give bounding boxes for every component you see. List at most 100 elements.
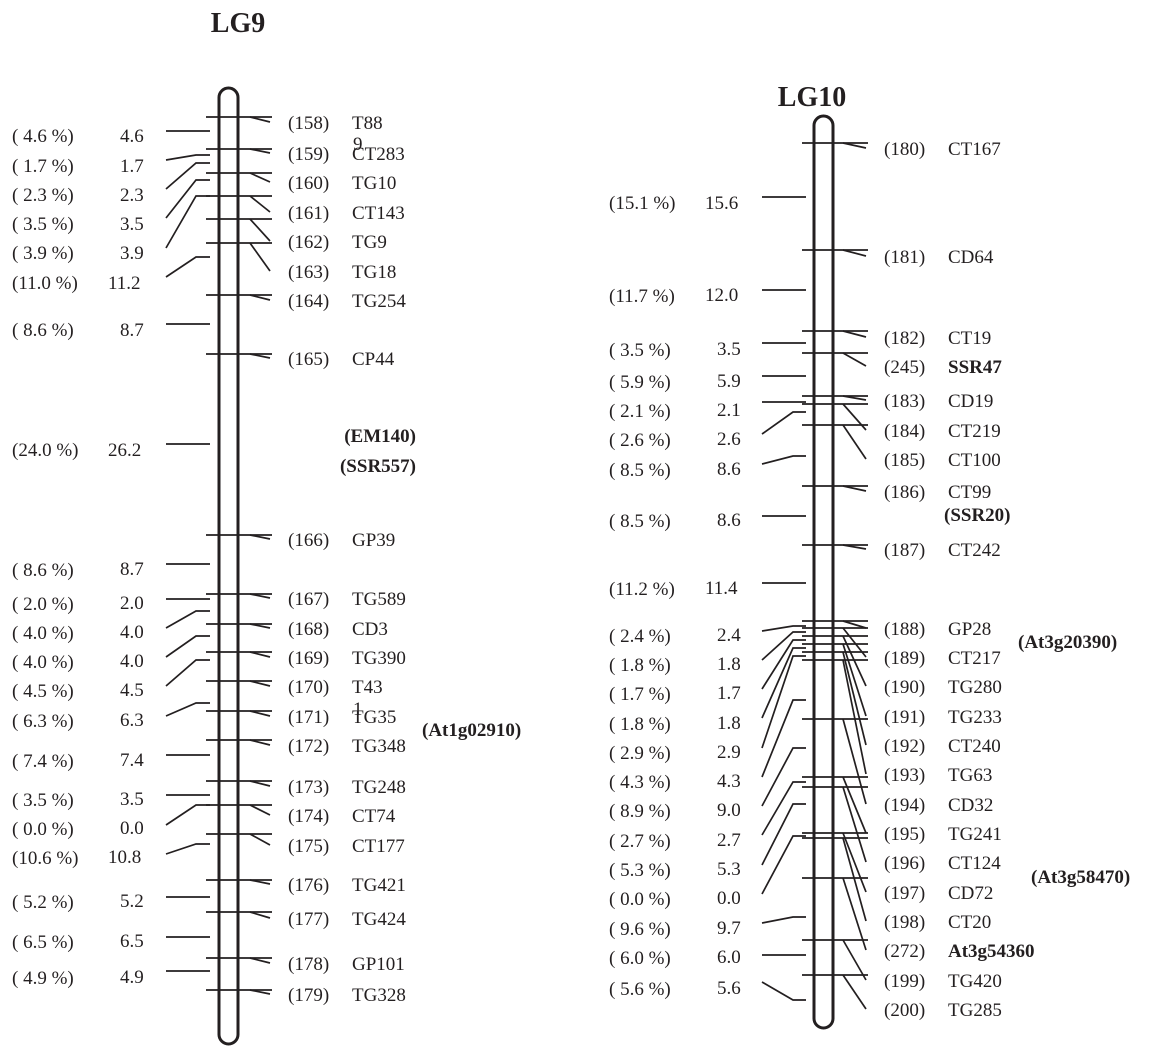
lg10-marker-number: (193) [884,765,925,786]
lg9-marker-number: (171) [288,707,329,728]
lg9-marker-name: TG390 [352,648,406,669]
lg9-interval-tick [165,256,210,278]
lg10-marker-number: (200) [884,1000,925,1021]
lg9-interval-dist: 7.4 [120,750,144,771]
lg10-marker-number: (189) [884,648,925,669]
lg9-connector-line [249,680,271,687]
lg10-interval-pct: ( 0.0 %) [609,889,671,910]
lg9-annotation-at1g02910: (At1g02910) [422,720,521,741]
lg10-interval-pct: ( 5.3 %) [609,860,671,881]
lg10-interval-dist: 5.9 [717,371,741,392]
lg9-interval-dist: 2.0 [120,593,144,614]
lg10-interval-pct: ( 6.0 %) [609,948,671,969]
lg10-interval-dist: 1.7 [717,683,741,704]
lg10-marker-name: CT124 [948,853,1001,874]
lg10-interval-pct: ( 4.3 %) [609,772,671,793]
lg9-title: LG9 [211,8,265,39]
lg9-connector-line [249,534,271,540]
lg9-marker-name: TG589 [352,589,406,610]
lg10-marker-number: (188) [884,619,925,640]
lg9-marker-name: GP101 [352,954,405,975]
lg10-interval-tick [761,699,806,778]
lg10-interval-dist: 6.0 [717,947,741,968]
lg9-interval-dist: 3.9 [120,243,144,264]
lg9-interval-pct: (10.6 %) [12,848,78,869]
lg9-marker-name: CP44 [352,349,395,370]
lg9-interval-tick [165,843,210,855]
lg10-connector-line [842,877,867,951]
lg9-marker-name: TG18 [352,262,396,283]
lg9-interval-dist: 4.0 [120,651,144,672]
lg10-marker-name: SSR47 [948,357,1002,378]
lg10-marker-name: TG285 [948,1000,1002,1021]
lg9-marker-number: (168) [288,619,329,640]
lg10-marker-name: CD19 [948,391,993,412]
lg9-interval-pct: ( 0.0 %) [12,819,74,840]
lg10-marker-number: (272) [884,941,925,962]
lg10-interval-dist: 11.4 [705,578,738,599]
lg10-interval-pct: ( 2.7 %) [609,831,671,852]
lg10-annotation-at3g20390: (At3g20390) [1018,632,1117,653]
lg9-interval-ticks [165,130,210,972]
lg9-stray-mark: 1 [353,699,363,720]
lg10-marker-name: CT242 [948,540,1001,561]
lg10-connector-line [842,142,867,149]
lg10-marker-number: (190) [884,677,925,698]
lg9-marker-name: CD3 [352,619,388,640]
lg10-connector-line [842,939,867,981]
lg9-marker-name: TG10 [352,173,396,194]
lg9-interval-dist: 3.5 [120,214,144,235]
lg9-annotation-ssr557: (SSR557) [340,456,416,477]
lg9-interval-pct: ( 2.0 %) [12,594,74,615]
lg9-connector-line [249,879,271,885]
lg9-marker-number: (165) [288,349,329,370]
lg10-marker-name: GP28 [948,619,991,640]
lg10-interval-pct: ( 2.4 %) [609,626,671,647]
lg10-connector-line [842,635,867,687]
lg9-connector-line [249,623,271,629]
lg10-interval-dist: 9.7 [717,918,741,939]
lg10-marker-name: CD64 [948,247,994,268]
lg10-marker-number: (185) [884,450,925,471]
lg9-interval-dist: 2.3 [120,185,144,206]
lg10-marker-name: CD72 [948,883,993,904]
lg9-marker-number: (167) [288,589,329,610]
lg10-interval-dist: 12.0 [705,285,738,306]
lg10-connector-line [842,659,867,775]
lg9-interval-tick [165,702,210,717]
lg10-label-connectors [842,142,867,1010]
lg10-marker-number: (197) [884,883,925,904]
lg9-marker-number: (161) [288,203,329,224]
lg10-interval-tick [761,631,806,661]
lg10-connector-line [842,620,867,629]
lg10-marker-name: TG280 [948,677,1002,698]
lg9-marker-number: (159) [288,144,329,165]
lg10-connector-line [842,786,867,863]
lg9-connector-line [249,294,271,301]
lg9-marker-number: (169) [288,648,329,669]
lg9-connector-line [249,957,271,964]
lg9-connector-line [249,739,271,746]
lg9-interval-tick [165,162,210,190]
lg10-marker-number: (180) [884,139,925,160]
lg10-interval-dist: 8.6 [717,459,741,480]
lg9-marker-name: CT177 [352,836,405,857]
lg9-marker-name: TG9 [352,232,387,253]
lg10-map: LG10 (15.1 %) 15.6 (11.7 %) 12.0 ( 3.5 %… [609,82,1130,1030]
lg9-interval-pct: ( 7.4 %) [12,751,74,772]
lg10-marker-name: CT167 [948,139,1001,160]
lg10-interval-pct: ( 9.6 %) [609,919,671,940]
lg10-interval-dist: 5.6 [717,978,741,999]
lg9-marker-name: TG421 [352,875,406,896]
lg9-marker-name: TG328 [352,985,406,1006]
lg9-stray-mark: 9 [353,134,363,155]
lg10-connector-line [842,718,867,805]
lg9-marker-number: (164) [288,291,329,312]
lg10-interval-pct: (11.7 %) [609,286,675,307]
lg9-map: LG9 ( 4.6 %) 4.6 ( 1.7 %) 1.7 ( 2.3 %) 2… [12,8,521,1046]
lg10-interval-pct: ( 5.9 %) [609,372,671,393]
lg9-interval-pct: ( 3.5 %) [12,214,74,235]
lg10-marker-ticks [802,142,868,976]
lg10-interval-pct: (15.1 %) [609,193,675,214]
lg9-marker-number: (178) [288,954,329,975]
